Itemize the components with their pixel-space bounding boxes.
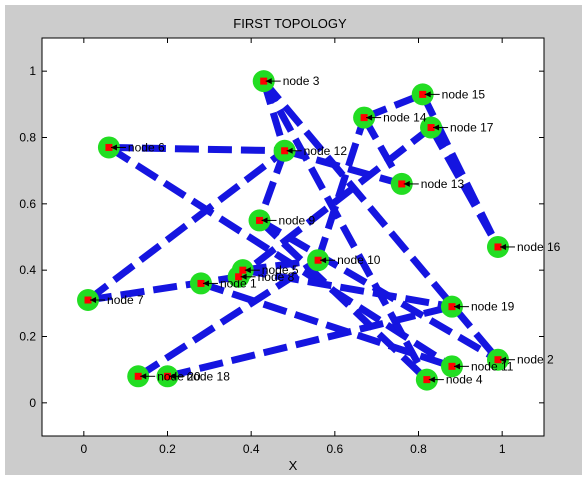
node-label-arrowhead — [499, 356, 506, 363]
node-label: node 19 — [471, 300, 515, 314]
node-marker — [84, 296, 92, 304]
node-label: node 1 — [220, 276, 257, 290]
node-label-arrowhead — [202, 280, 209, 287]
topology-link — [427, 125, 502, 249]
topology-link — [361, 115, 405, 186]
node-label: node 12 — [304, 144, 348, 158]
y-tick-label: 0.8 — [19, 131, 36, 145]
node-label: node 11 — [471, 359, 514, 373]
node-label-arrowhead — [366, 114, 373, 121]
ticks-layer: 0 0.2 0.4 0.6 0.8 1 0 0.2 0.4 0.6 0.8 1 — [19, 38, 544, 456]
node-label-arrowhead — [265, 78, 272, 85]
node-label: node 16 — [517, 240, 561, 254]
node-marker — [419, 90, 427, 98]
node-marker — [494, 243, 502, 251]
node-label-arrowhead — [261, 217, 268, 224]
node-marker — [281, 147, 289, 155]
node-label: node 13 — [421, 177, 465, 191]
x-tick-label: 0.4 — [243, 442, 260, 456]
y-tick-label: 0.4 — [19, 263, 36, 277]
node-marker — [494, 356, 502, 364]
y-tick-label: 0.6 — [19, 197, 36, 211]
topology-link — [85, 147, 287, 303]
topology-link — [256, 149, 288, 222]
topology-link — [242, 256, 319, 274]
topology-link — [166, 303, 453, 380]
node-label-arrowhead — [428, 376, 435, 383]
node-marker — [239, 266, 247, 274]
x-tick-label: 1 — [499, 442, 506, 456]
topology-link — [107, 144, 454, 370]
x-tick-label: 0.2 — [159, 442, 176, 456]
y-tick-label: 0 — [29, 396, 36, 410]
y-tick-label: 1 — [29, 64, 36, 78]
node-marker — [197, 279, 205, 287]
node-label-arrowhead — [499, 243, 506, 250]
node-marker — [164, 372, 171, 380]
node-marker — [134, 372, 142, 380]
node-label: node 14 — [383, 111, 427, 125]
topology-link — [314, 116, 368, 262]
node-label-arrowhead — [286, 147, 293, 154]
node-marker — [448, 303, 456, 311]
node-label-arrowhead — [240, 273, 247, 280]
node-label: node 20 — [157, 369, 201, 383]
node-marker — [427, 124, 435, 132]
topology-link — [108, 143, 285, 155]
node-label: node 3 — [283, 74, 320, 88]
node-label: node 4 — [446, 373, 483, 387]
node-marker — [360, 114, 368, 122]
node-marker — [235, 273, 243, 281]
topology-link — [199, 280, 454, 370]
topology-link — [257, 217, 500, 363]
node-marker — [256, 216, 264, 224]
node-label: node 7 — [107, 293, 144, 307]
node-marker — [260, 77, 268, 85]
node-label-arrowhead — [244, 267, 251, 274]
x-tick-label: 0.8 — [410, 442, 427, 456]
node-label: node 15 — [442, 87, 486, 101]
node-marker — [105, 143, 113, 151]
node-label: node 18 — [187, 369, 231, 383]
node-label: node 5 — [262, 263, 299, 277]
node-label: node 8 — [258, 270, 295, 284]
node-label-arrowhead — [403, 180, 410, 187]
y-tick-label: 0.2 — [19, 330, 36, 344]
node-marker — [398, 180, 406, 188]
node-marker — [448, 362, 456, 370]
topology-link — [136, 257, 320, 380]
node-label: node 10 — [337, 253, 381, 267]
node-label-arrowhead — [320, 257, 327, 264]
node-label: node 2 — [517, 353, 554, 367]
x-tick-label: 0.6 — [326, 442, 343, 456]
x-axis-label: X — [289, 458, 298, 473]
topology-link — [257, 217, 430, 383]
chart-title: FIRST TOPOLOGY — [233, 16, 347, 31]
node-label-arrowhead — [424, 91, 431, 98]
node-label-arrowhead — [140, 373, 147, 380]
nodes-layer: node 1 node 2 node 3 node 4 node 5 node 6 node… — [77, 70, 561, 391]
topology-link — [242, 266, 453, 311]
topology-link — [87, 273, 240, 304]
topology-link — [236, 124, 434, 280]
node-label-arrowhead — [90, 297, 97, 304]
node-label-arrowhead — [169, 373, 176, 380]
node-label-arrowhead — [110, 144, 117, 151]
node-marker — [314, 256, 322, 264]
node-label: node 17 — [450, 121, 494, 135]
node-label-arrowhead — [433, 124, 440, 131]
topology-link — [283, 147, 403, 188]
x-tick-label: 0 — [80, 442, 87, 456]
node-label-arrowhead — [453, 363, 460, 370]
topology-link — [260, 79, 430, 382]
node-marker — [423, 376, 431, 384]
node-label: node 9 — [279, 213, 316, 227]
node-label: node 6 — [128, 140, 165, 154]
node-label-arrowhead — [453, 303, 460, 310]
